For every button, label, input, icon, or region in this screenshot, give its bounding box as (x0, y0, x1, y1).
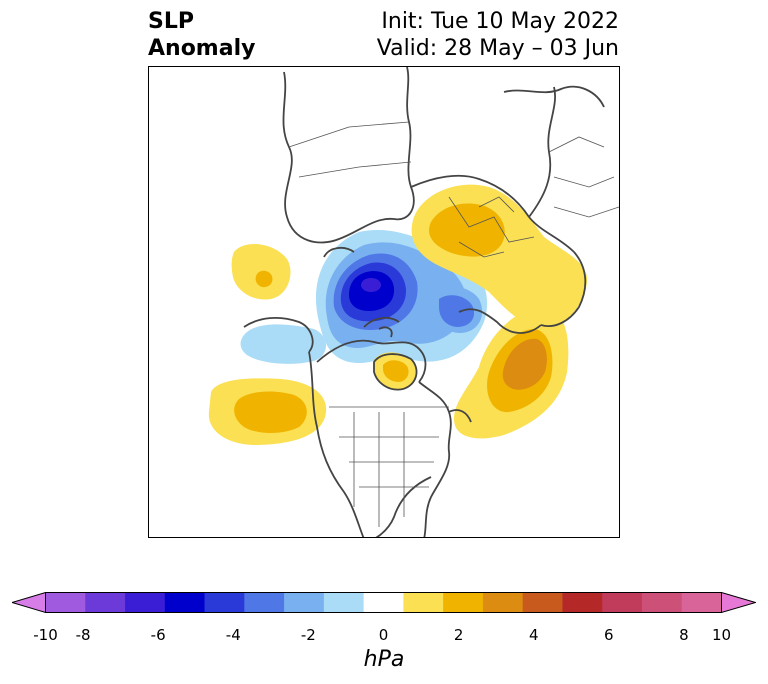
colorbar (12, 592, 756, 614)
colorbar-tick-label: -10 (33, 626, 58, 644)
colorbar-tick-label: -2 (300, 626, 316, 644)
title-line-2: Anomaly (148, 36, 256, 61)
positive-anomaly-eurasia (411, 184, 588, 328)
init-date: Init: Tue 10 May 2022 (381, 9, 619, 34)
colorbar-unit-label: hPa (363, 647, 405, 672)
negative-anomaly-barents (429, 286, 483, 333)
positive-anomaly-atlantic (454, 307, 569, 439)
colorbar-tick-label: 6 (604, 626, 614, 644)
colorbar-min-extension (12, 592, 46, 614)
colorbar-tick-label: 4 (528, 626, 539, 644)
colorbar-segment (45, 592, 86, 613)
colorbar-segment (323, 592, 365, 613)
colorbar-segment (204, 592, 245, 613)
positive-anomaly-ne-pacific (208, 378, 327, 445)
colorbar-segment (284, 592, 325, 613)
colorbar-tick-label: -8 (75, 626, 91, 644)
colorbar-tick-label: 8 (679, 626, 689, 644)
positive-anomaly-nw-pacific (231, 243, 291, 300)
colorbar-segment (363, 592, 404, 613)
negative-anomaly-bering (240, 324, 327, 364)
slp-anomaly-map (208, 67, 619, 537)
colorbar-segment (681, 592, 722, 613)
positive-anomaly-hudson (374, 352, 417, 390)
colorbar-segment (164, 592, 205, 613)
country-borders (288, 121, 619, 527)
map-title: SLP Anomaly (148, 8, 255, 62)
title-line-1: SLP (148, 9, 194, 34)
colorbar-tick-label: 2 (453, 626, 464, 644)
colorbar-segment (85, 592, 126, 613)
colorbar-tick-label: -4 (225, 626, 241, 644)
colorbar-segment (482, 592, 524, 613)
colorbar-segment (125, 592, 166, 613)
colorbar-segment (522, 592, 563, 613)
colorbar-segment (562, 592, 603, 613)
colorbar-segment (602, 592, 643, 613)
valid-date: Valid: 28 May – 03 Jun (376, 36, 619, 61)
colorbar-segment (403, 592, 444, 613)
map-panel (148, 66, 620, 538)
colorbar-segment (443, 592, 484, 613)
colorbar-tick-label: 10 (711, 626, 732, 644)
colorbar-max-extension (721, 592, 756, 614)
colorbar-tick-label: 0 (378, 626, 389, 644)
colorbar-segment (244, 592, 285, 613)
colorbar-segment (641, 592, 683, 613)
colorbar-tick-label: -6 (150, 626, 166, 644)
forecast-dates: Init: Tue 10 May 2022 Valid: 28 May – 03… (377, 8, 619, 62)
